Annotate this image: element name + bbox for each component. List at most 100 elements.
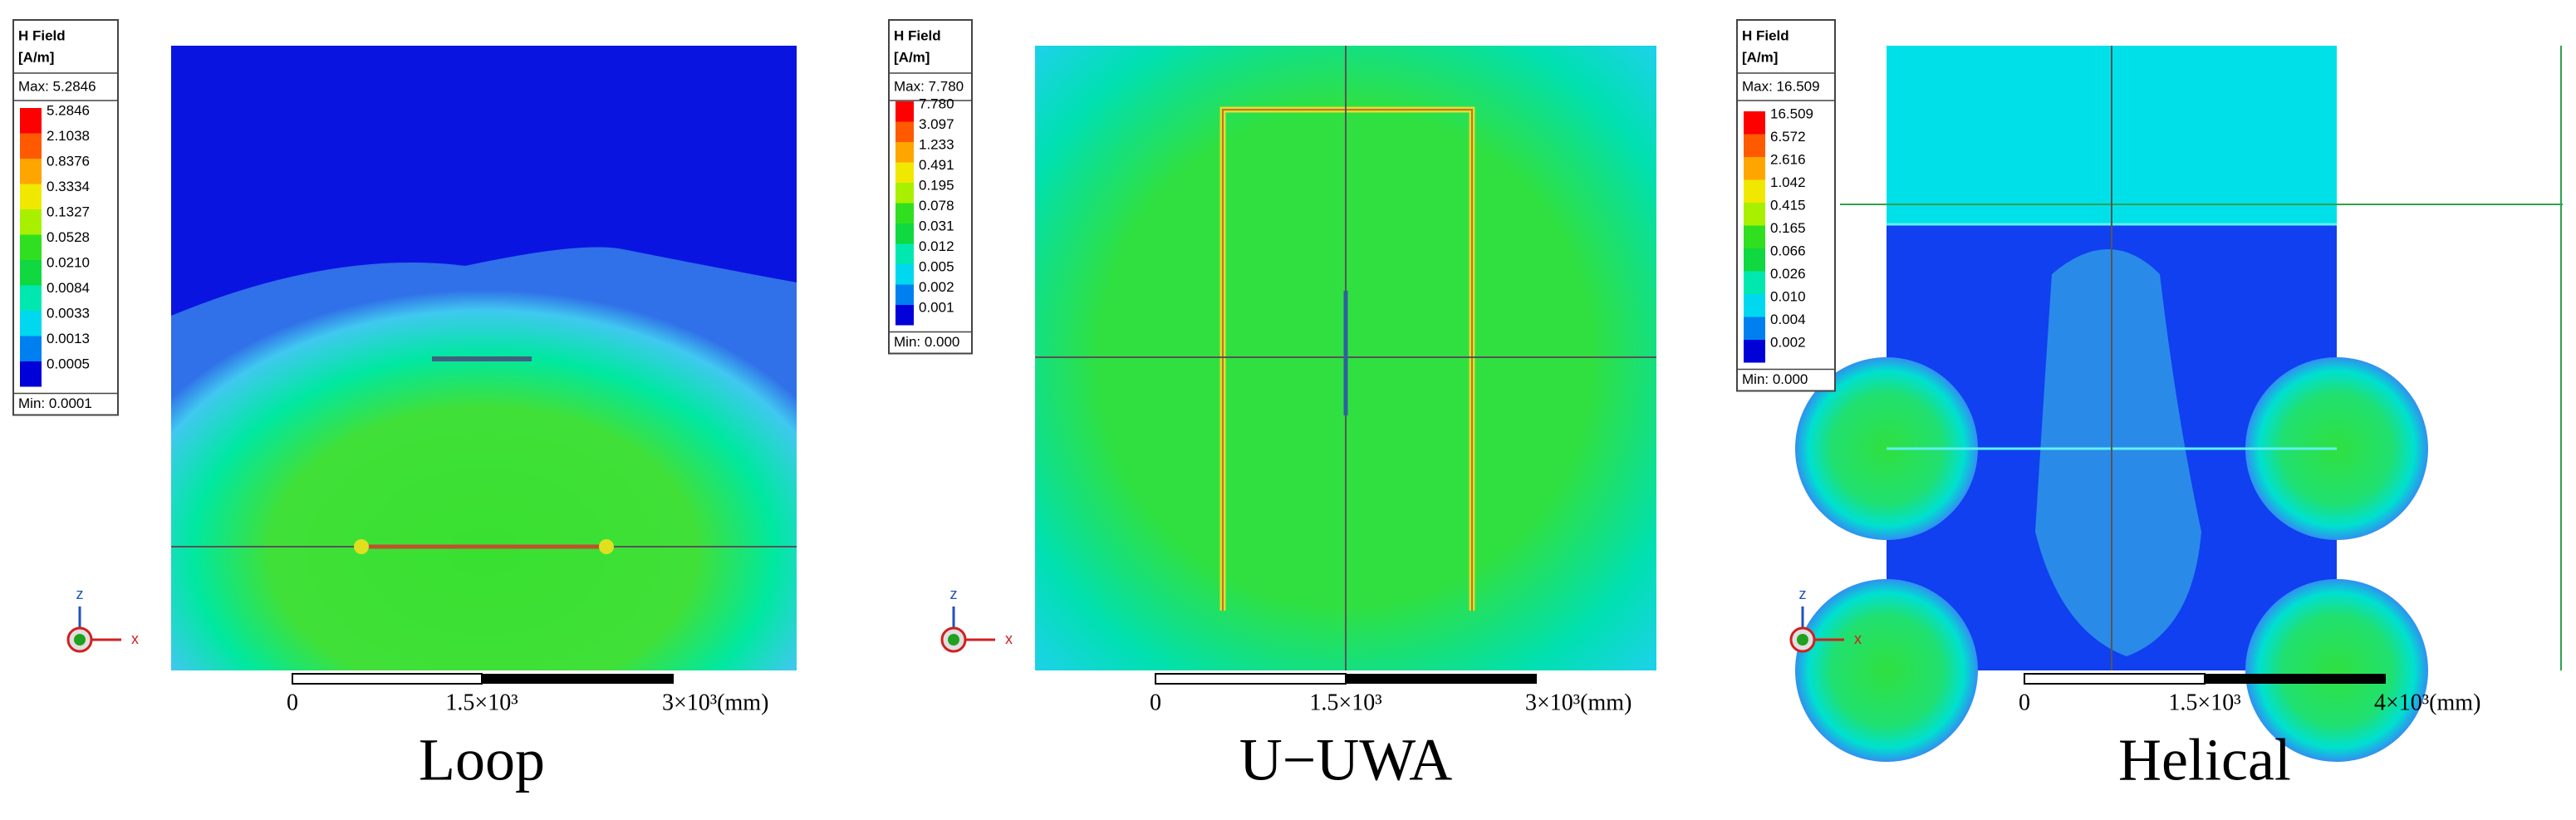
scale-label: 3×10³(mm)	[662, 690, 768, 715]
legend-level: 2.1038	[47, 128, 90, 144]
legend-swatch	[20, 260, 42, 286]
legend-swatch	[1744, 111, 1765, 135]
scale-bar	[1155, 673, 1347, 685]
legend-swatch	[1744, 271, 1765, 294]
legend-level: 0.031	[919, 218, 954, 233]
legend-level: 0.491	[919, 157, 954, 173]
legend-swatch	[895, 243, 914, 264]
triad-origin	[74, 634, 86, 646]
legend-swatch	[895, 264, 914, 285]
legend-swatch	[20, 234, 42, 260]
legend-level: 0.0084	[47, 280, 90, 296]
legend-swatch	[20, 285, 42, 311]
legend-level: 0.002	[919, 279, 954, 295]
legend-swatch	[1744, 225, 1765, 248]
caption: Loop	[419, 727, 545, 793]
legend-level: 7.780	[919, 96, 954, 111]
scale-label: 3×10³(mm)	[1525, 690, 1631, 715]
triad-label: x	[1005, 631, 1013, 647]
legend-level: 0.0210	[47, 254, 90, 270]
legend-min: Min: 0.000	[1742, 371, 1808, 387]
legend-swatch	[20, 159, 42, 184]
triad-origin	[1797, 634, 1808, 646]
legend-swatch	[20, 336, 42, 361]
field-plot	[1035, 46, 1656, 670]
legend-level: 0.0013	[47, 331, 90, 346]
legend-max: Max: 16.509	[1742, 78, 1820, 94]
triad-label: x	[131, 631, 139, 647]
legend-swatch	[20, 209, 42, 235]
legend-level: 0.3334	[47, 179, 90, 194]
legend-unit: [A/m]	[18, 49, 54, 65]
scale-label: 4×10³(mm)	[2374, 690, 2480, 715]
legend-level: 1.233	[919, 136, 954, 152]
legend-unit: [A/m]	[1742, 49, 1778, 65]
caption: Helical	[2118, 727, 2291, 793]
legend-level: 0.1327	[47, 204, 90, 219]
scale-label: 0	[2019, 690, 2030, 715]
legend-level: 0.0033	[47, 305, 90, 321]
legend-swatch	[20, 108, 42, 134]
legend-swatch	[895, 142, 914, 163]
scale-label: 0	[287, 690, 298, 715]
legend-swatch	[895, 223, 914, 244]
legend-title: H Field	[18, 27, 66, 43]
legend-level: 0.026	[1770, 266, 1806, 282]
legend-swatch	[1744, 179, 1765, 203]
legend-swatch	[1744, 157, 1765, 180]
legend-swatch	[895, 162, 914, 183]
legend-min: Min: 0.0001	[18, 395, 92, 411]
scale-label: 1.5×10³	[445, 690, 518, 715]
legend-swatch	[1744, 203, 1765, 226]
legend-swatch	[1744, 340, 1765, 363]
legend-swatch	[1744, 248, 1765, 272]
scale-label: 1.5×10³	[2168, 690, 2240, 715]
legend-swatch	[20, 133, 42, 159]
field-plot	[171, 46, 797, 670]
triad-label: z	[76, 586, 84, 602]
triad-origin	[948, 634, 959, 646]
scale-label: 1.5×10³	[1309, 690, 1381, 715]
legend-swatch	[20, 184, 42, 209]
legend-title: H Field	[1742, 27, 1789, 43]
legend-level: 1.042	[1770, 174, 1806, 190]
legend-level: 0.012	[919, 238, 954, 254]
legend-level: 3.097	[919, 116, 954, 132]
legend-swatch	[895, 305, 914, 326]
legend-swatch	[1744, 294, 1765, 317]
legend-level: 6.572	[1770, 129, 1806, 145]
legend-title: H Field	[894, 27, 941, 43]
legend-level: 0.002	[1770, 334, 1806, 350]
legend-swatch	[895, 121, 914, 142]
caption: U−UWA	[1239, 727, 1453, 793]
legend-level: 0.8376	[47, 153, 90, 169]
field-plot	[1795, 46, 2563, 762]
legend-swatch	[895, 101, 914, 122]
legend-level: 5.2846	[47, 102, 90, 118]
legend-level: 0.195	[919, 177, 954, 193]
legend-unit: [A/m]	[894, 49, 930, 65]
legend-level: 0.415	[1770, 197, 1806, 213]
triad-label: x	[1854, 631, 1862, 647]
legend-max: Max: 5.2846	[18, 78, 96, 94]
legend-level: 0.165	[1770, 220, 1806, 236]
scale-bar	[292, 673, 483, 685]
legend-level: 0.010	[1770, 288, 1806, 304]
triad-label: z	[950, 586, 958, 602]
legend-level: 0.0528	[47, 229, 90, 245]
legend-level: 2.616	[1770, 151, 1806, 167]
legend-min: Min: 0.000	[894, 334, 959, 350]
legend-level: 0.005	[919, 258, 954, 274]
legend-level: 0.066	[1770, 243, 1806, 258]
legend-swatch	[20, 311, 42, 336]
legend-swatch	[1744, 134, 1765, 157]
legend-swatch	[895, 183, 914, 204]
legend-level: 0.001	[919, 299, 954, 315]
scale-bar	[482, 674, 674, 684]
legend-swatch	[895, 203, 914, 223]
legend-level: 0.0005	[47, 356, 90, 371]
legend-swatch	[20, 361, 42, 387]
legend-swatch	[895, 284, 914, 305]
legend-level: 0.004	[1770, 312, 1806, 327]
